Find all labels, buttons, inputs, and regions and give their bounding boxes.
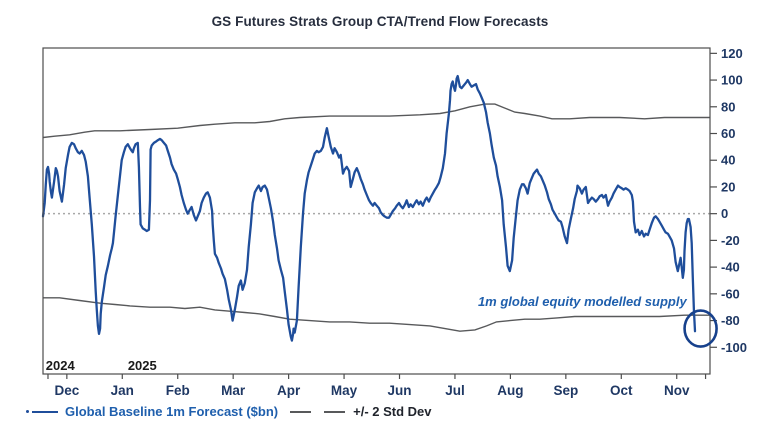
y-tick-label: 20 <box>721 179 735 194</box>
y-tick-label: -40 <box>721 260 740 275</box>
x-tick-label: May <box>331 383 358 398</box>
supply-annotation: 1m global equity modelled supply <box>478 294 688 309</box>
y-tick-label: 100 <box>721 73 743 88</box>
x-tick-label: Oct <box>610 383 633 398</box>
highlight-ellipse <box>683 309 718 348</box>
y-tick-label: -60 <box>721 286 740 301</box>
x-tick-label: Jan <box>111 383 134 398</box>
chart-title: GS Futures Strats Group CTA/Trend Flow F… <box>211 14 549 29</box>
forecast-legend-label: Global Baseline 1m Forecast ($bn) <box>65 404 279 419</box>
year-label: 2024 <box>46 358 76 373</box>
x-tick-label: Aug <box>497 383 523 398</box>
stddev-legend-marker-dash-2 <box>324 410 346 413</box>
stddev-legend-label: +/- 2 Std Dev <box>353 404 432 419</box>
y-tick-label: 120 <box>721 46 743 61</box>
y-tick-label: 40 <box>721 153 735 168</box>
x-tick-label: Mar <box>221 383 246 398</box>
upper-std-dev-line <box>42 103 710 139</box>
lower-std-dev-line <box>43 297 710 332</box>
y-tick-label: -20 <box>721 233 740 248</box>
x-tick-label: Jul <box>445 383 465 398</box>
chart-legend: Global Baseline 1m Forecast ($bn) +/- 2 … <box>26 404 432 419</box>
y-tick-label: 60 <box>721 126 735 141</box>
x-tick-label: Jun <box>388 383 412 398</box>
y-tick-label: 0 <box>721 206 728 221</box>
x-tick-label: Sep <box>553 383 578 398</box>
y-tick-label: -80 <box>721 313 740 328</box>
stddev-legend-marker-dash-1 <box>290 410 312 413</box>
year-label: 2025 <box>128 358 157 373</box>
y-tick-label: 80 <box>721 99 735 114</box>
x-tick-label: Dec <box>54 383 79 398</box>
x-tick-label: Nov <box>664 383 690 398</box>
x-tick-label: Feb <box>166 383 190 398</box>
x-tick-label: Apr <box>277 383 301 398</box>
forecast-legend-marker-line <box>32 410 58 413</box>
forecast-line <box>41 74 697 342</box>
plot-frame <box>42 47 711 375</box>
y-tick-label: -100 <box>721 340 747 355</box>
forecast-legend-marker-dot <box>26 410 29 413</box>
